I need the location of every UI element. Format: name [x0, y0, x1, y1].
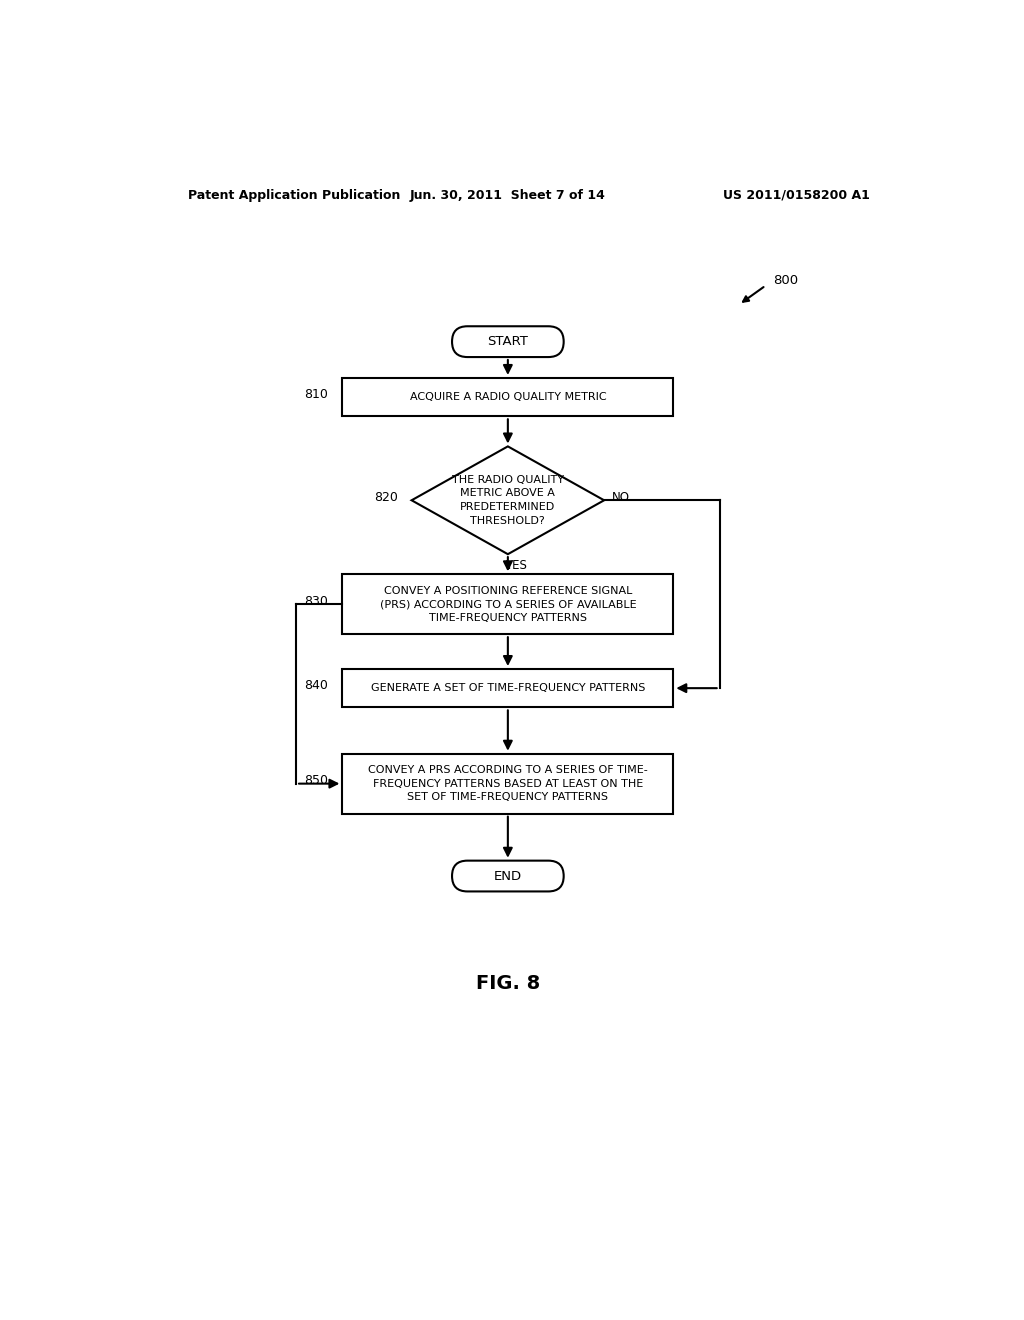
Text: 820: 820 [374, 491, 397, 504]
Text: 850: 850 [304, 774, 329, 787]
Text: THE RADIO QUALITY
METRIC ABOVE A
PREDETERMINED
THRESHOLD?: THE RADIO QUALITY METRIC ABOVE A PREDETE… [452, 475, 564, 525]
Text: CONVEY A POSITIONING REFERENCE SIGNAL
(PRS) ACCORDING TO A SERIES OF AVAILABLE
T: CONVEY A POSITIONING REFERENCE SIGNAL (P… [380, 586, 636, 623]
Text: CONVEY A PRS ACCORDING TO A SERIES OF TIME-
FREQUENCY PATTERNS BASED AT LEAST ON: CONVEY A PRS ACCORDING TO A SERIES OF TI… [368, 766, 648, 803]
Text: END: END [494, 870, 522, 883]
Text: 830: 830 [304, 594, 329, 607]
Polygon shape [412, 446, 604, 554]
Text: Patent Application Publication: Patent Application Publication [188, 189, 400, 202]
Text: US 2011/0158200 A1: US 2011/0158200 A1 [723, 189, 869, 202]
FancyBboxPatch shape [452, 326, 563, 358]
Bar [342, 754, 674, 813]
Text: GENERATE A SET OF TIME-FREQUENCY PATTERNS: GENERATE A SET OF TIME-FREQUENCY PATTERN… [371, 684, 645, 693]
Bar [342, 669, 674, 708]
FancyBboxPatch shape [452, 861, 563, 891]
Bar [342, 574, 674, 635]
Text: FIG. 8: FIG. 8 [476, 974, 540, 994]
Text: START: START [487, 335, 528, 348]
Text: NO: NO [611, 491, 630, 504]
Text: 840: 840 [304, 678, 329, 692]
Text: 810: 810 [304, 388, 329, 400]
Text: YES: YES [505, 558, 526, 572]
Text: Jun. 30, 2011  Sheet 7 of 14: Jun. 30, 2011 Sheet 7 of 14 [410, 189, 606, 202]
Bar [342, 378, 674, 416]
Text: ACQUIRE A RADIO QUALITY METRIC: ACQUIRE A RADIO QUALITY METRIC [410, 392, 606, 403]
Text: 800: 800 [773, 273, 799, 286]
